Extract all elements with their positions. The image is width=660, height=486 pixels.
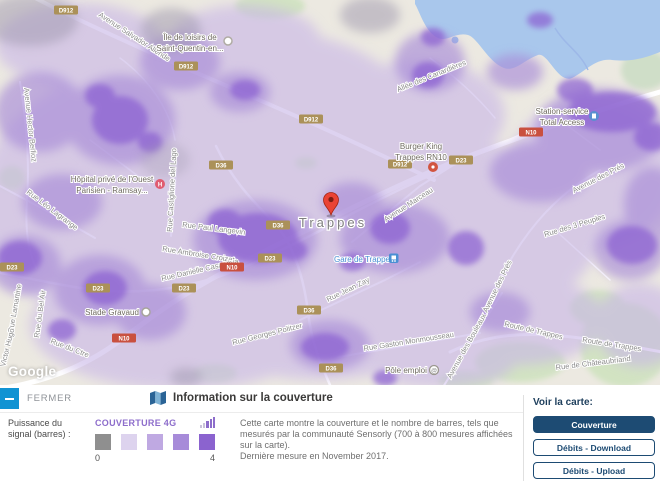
road-badge: D36 — [297, 305, 321, 315]
svg-text:D912: D912 — [179, 64, 194, 70]
svg-text:D36: D36 — [325, 366, 337, 372]
legend-min: 0 — [95, 453, 101, 463]
map-type-sidebar: Voir la carte: Couverture Débits - Downl… — [533, 397, 655, 485]
svg-text:D23: D23 — [6, 265, 18, 271]
svg-text:Pôle emploi: Pôle emploi — [385, 366, 427, 375]
minus-icon — [0, 388, 19, 409]
sidebar-title: Voir la carte: — [533, 397, 593, 408]
info-panel: FERMER Information sur la couverture Pui… — [0, 385, 660, 486]
coverage-description: Cette carte montre la couverture et le n… — [240, 418, 527, 462]
svg-text:Stade Gravaud: Stade Gravaud — [85, 308, 139, 317]
svg-text:Île de loisirs de: Île de loisirs de — [162, 33, 217, 42]
legend-swatch — [199, 434, 215, 450]
svg-text:Trappes RN10: Trappes RN10 — [395, 153, 447, 162]
legend-title: COUVERTURE 4G — [95, 418, 177, 428]
svg-text:H: H — [158, 183, 162, 189]
description-line-1: Cette carte montre la couverture et le n… — [240, 418, 513, 450]
road-badge: D912 — [299, 114, 323, 124]
road-badge: D36 — [319, 363, 343, 373]
fermer-button[interactable]: FERMER — [0, 388, 72, 409]
svg-text:D36: D36 — [303, 308, 315, 314]
signal-bars-icon — [200, 417, 215, 428]
road-badge: D912 — [388, 159, 412, 169]
couverture-button[interactable]: Couverture — [533, 416, 655, 433]
map-icon — [150, 391, 166, 405]
svg-text:D36: D36 — [272, 223, 284, 229]
road-badge: N10 — [220, 262, 244, 272]
road-badge: D36 — [266, 220, 290, 230]
road-badge: D23 — [0, 262, 24, 272]
poi-burger-king[interactable]: Burger King Trappes RN10 — [394, 141, 448, 172]
svg-text:N10: N10 — [118, 336, 130, 342]
city-label: Trappes — [299, 215, 367, 230]
svg-text:N10: N10 — [226, 265, 238, 271]
leisure-icon — [223, 36, 233, 46]
legend-swatch — [147, 434, 163, 450]
poi-station[interactable]: Station-service Total Access — [535, 106, 599, 128]
road-badge: N10 — [112, 333, 136, 343]
svg-text:D23: D23 — [178, 286, 190, 292]
vertical-divider — [523, 395, 524, 481]
legend-swatch — [121, 434, 137, 450]
debits-download-button[interactable]: Débits - Download — [533, 439, 655, 456]
legend-max: 4 — [209, 453, 215, 463]
street-label: Rue Castiglione del Lago — [165, 148, 178, 232]
map-pin[interactable] — [323, 192, 339, 218]
poi-leisure[interactable]: Île de loisirs de Saint-Quentin-en... — [155, 32, 233, 54]
stadium-icon — [141, 307, 151, 317]
svg-text:Hôpital privé de l'Ouest: Hôpital privé de l'Ouest — [71, 175, 154, 184]
debits-upload-button[interactable]: Débits - Upload — [533, 462, 655, 479]
poi-stadium[interactable]: Stade Gravaud — [84, 307, 151, 318]
road-badge: D36 — [209, 160, 233, 170]
svg-text:@: @ — [431, 369, 437, 375]
svg-text:D23: D23 — [455, 158, 467, 164]
panel-title-text: Information sur la couverture — [173, 392, 333, 404]
legend-swatch — [173, 434, 189, 450]
svg-text:D912: D912 — [59, 8, 74, 14]
road-badges: D912 D912 D912 N10 D912 D23 D36 D36 D23 … — [0, 5, 543, 373]
road-badge: D912 — [174, 61, 198, 71]
coverage-legend: COUVERTURE 4G 0 4 — [95, 417, 215, 463]
legend-swatch — [95, 434, 111, 450]
header-divider — [0, 412, 523, 413]
svg-text:D36: D36 — [215, 163, 227, 169]
road-badge: D23 — [258, 253, 282, 263]
legend-swatches — [95, 434, 215, 450]
hospital-icon — [155, 179, 165, 189]
svg-text:D912: D912 — [304, 117, 319, 123]
road-badge: D23 — [86, 283, 110, 293]
svg-text:N10: N10 — [525, 130, 537, 136]
svg-text:Parisien - Ramsay...: Parisien - Ramsay... — [76, 186, 147, 195]
svg-text:Station-service: Station-service — [536, 107, 589, 116]
svg-text:D23: D23 — [92, 286, 104, 292]
svg-text:Gare de Trappes: Gare de Trappes — [334, 255, 394, 264]
pole-emploi-icon — [428, 364, 440, 376]
poi-labels: Île de loisirs de Saint-Quentin-en... St… — [70, 32, 599, 376]
svg-text:Burger King: Burger King — [400, 142, 442, 151]
map[interactable]: Avenue Salvador Allende Avenue Hector Be… — [0, 0, 660, 385]
description-line-2: Dernière mesure en November 2017. — [240, 451, 389, 461]
signal-strength-label: Puissance du signal (barres) : — [8, 418, 71, 439]
road-badge: D912 — [54, 5, 78, 15]
road-badge: N10 — [519, 127, 543, 137]
fermer-label: FERMER — [27, 393, 72, 404]
svg-text:Saint-Quentin-en...: Saint-Quentin-en... — [156, 44, 223, 53]
svg-text:D23: D23 — [264, 256, 276, 262]
svg-text:Total Access: Total Access — [540, 118, 584, 127]
coverage-overlay-dark — [0, 12, 660, 385]
svg-text:D912: D912 — [393, 162, 408, 168]
poi-pole-emploi[interactable]: Pôle emploi @ — [384, 364, 440, 376]
panel-title: Information sur la couverture — [150, 391, 333, 405]
google-logo[interactable]: Google — [8, 364, 57, 379]
map-canvas: Avenue Salvador Allende Avenue Hector Be… — [0, 0, 660, 385]
poi-hospital[interactable]: Hôpital privé de l'Ouest Parisien - Rams… — [70, 174, 165, 196]
road-badge: D23 — [449, 155, 473, 165]
poi-train-station[interactable]: Gare de Trappes — [333, 253, 399, 265]
road-badge: D23 — [172, 283, 196, 293]
